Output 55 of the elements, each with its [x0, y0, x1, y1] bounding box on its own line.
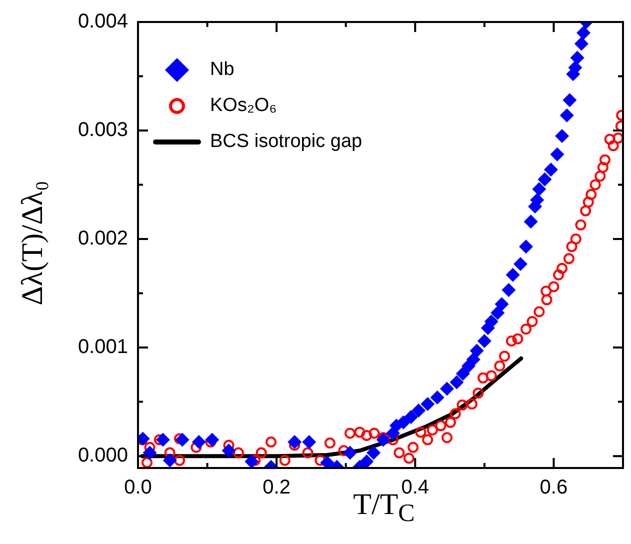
legend-label: Nb — [210, 59, 234, 81]
point — [205, 432, 220, 447]
point — [470, 344, 484, 358]
point — [519, 240, 533, 254]
point — [456, 366, 470, 381]
point — [550, 147, 564, 162]
x-tick-label: 0.2 — [262, 476, 290, 499]
y-axis-title: Δλ(T)/Δλ₀ — [16, 180, 50, 306]
point — [524, 214, 538, 229]
point — [562, 93, 577, 108]
point — [502, 283, 516, 298]
point — [532, 182, 546, 196]
y-tick-label: 0.004 — [78, 10, 128, 33]
point — [574, 36, 588, 51]
point — [576, 26, 591, 40]
point — [222, 444, 236, 458]
point — [404, 410, 418, 424]
point — [320, 456, 334, 468]
legend-label: BCS isotropic gap — [210, 131, 362, 153]
point — [302, 434, 316, 449]
point — [244, 454, 259, 468]
point — [366, 446, 381, 460]
point — [466, 352, 480, 366]
point — [506, 268, 520, 282]
point — [570, 50, 584, 65]
point — [175, 432, 190, 447]
point — [494, 297, 509, 312]
point — [544, 162, 558, 177]
point — [477, 334, 492, 348]
point — [420, 396, 435, 411]
legend-label: KOs₂O₆ — [210, 95, 277, 117]
point — [440, 382, 454, 396]
point — [288, 434, 302, 449]
y-tick-label: 0.001 — [78, 336, 128, 358]
x-tick-label: 0.6 — [540, 476, 568, 499]
point — [142, 446, 157, 460]
point — [450, 375, 464, 390]
point — [412, 403, 426, 418]
point — [376, 432, 390, 447]
y-tick-label: 0.002 — [78, 228, 128, 250]
point — [162, 453, 177, 468]
point — [430, 390, 444, 404]
point — [538, 172, 552, 186]
x-tick-label: 0.0 — [124, 476, 152, 499]
y-tick-label: 0.003 — [78, 119, 128, 142]
point — [192, 434, 206, 449]
point — [156, 432, 170, 447]
point — [490, 306, 505, 320]
point — [360, 454, 374, 468]
y-tick-label: 0.000 — [78, 444, 128, 467]
point — [555, 128, 570, 143]
point — [343, 446, 358, 460]
point — [396, 415, 410, 430]
point — [560, 108, 574, 122]
point — [513, 256, 528, 271]
